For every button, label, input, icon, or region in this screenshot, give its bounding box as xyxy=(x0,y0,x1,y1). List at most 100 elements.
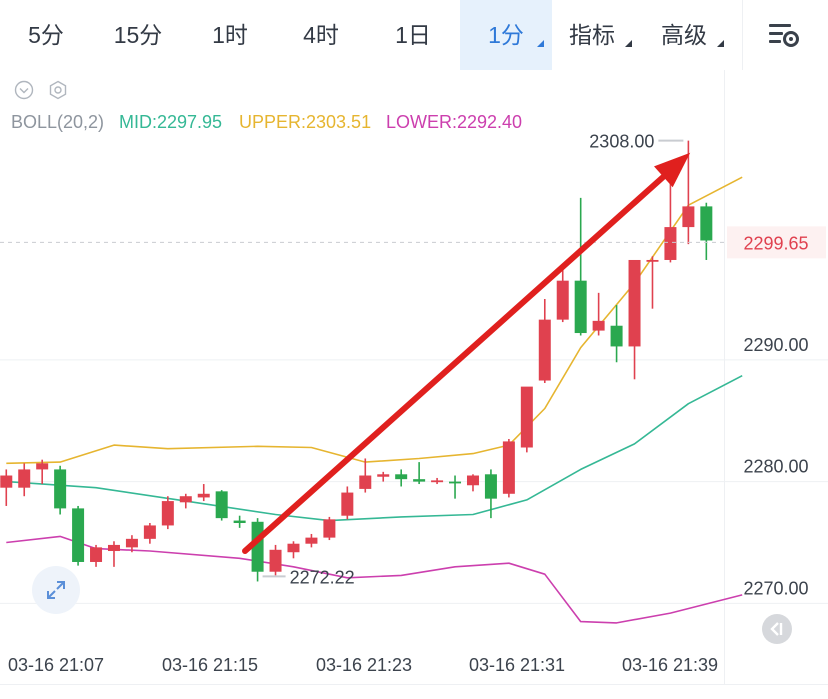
candle-body xyxy=(143,525,156,539)
candle xyxy=(556,264,569,323)
tab-label: 4时 xyxy=(303,22,339,48)
candle-body xyxy=(556,280,569,320)
tab-15min[interactable]: 15分 xyxy=(98,0,178,70)
tab-label: 15分 xyxy=(113,22,163,48)
double-chevron-left-icon xyxy=(770,622,783,636)
tab-label: 指标 xyxy=(569,22,615,48)
candle xyxy=(682,140,695,245)
candle-body xyxy=(431,480,444,483)
chevron-down-circle-icon xyxy=(14,80,34,100)
candle xyxy=(107,541,120,567)
candle xyxy=(413,462,426,485)
candle xyxy=(54,465,67,515)
tab-1day[interactable]: 1日 xyxy=(376,0,450,70)
scroll-to-start-button[interactable] xyxy=(762,614,792,644)
candle xyxy=(377,471,390,482)
tab-1min[interactable]: 1分 xyxy=(460,0,552,70)
candle xyxy=(502,438,515,498)
tab-1hour[interactable]: 1时 xyxy=(194,0,266,70)
timeframe-tabs: 5分 15分 1时 4时 1日 1分 指标 高级 xyxy=(0,0,828,70)
candle-body xyxy=(466,475,479,486)
chart-settings-button[interactable] xyxy=(742,0,828,70)
candle-body xyxy=(413,479,426,482)
indicator-settings-button[interactable] xyxy=(48,80,68,100)
candle-body xyxy=(664,227,677,260)
candle xyxy=(592,292,605,336)
tab-indicators[interactable]: 指标 xyxy=(556,0,638,70)
tab-advanced[interactable]: 高级 xyxy=(646,0,732,70)
candle xyxy=(197,484,210,502)
candle-body xyxy=(359,475,372,489)
candle-body xyxy=(449,481,462,484)
candle-body xyxy=(323,519,336,538)
candle xyxy=(72,505,85,566)
candle-body xyxy=(538,319,551,381)
tab-label: 1分 xyxy=(488,22,524,48)
candle xyxy=(269,544,282,576)
candle-body xyxy=(233,520,246,524)
hexagon-gear-icon xyxy=(49,80,67,100)
lower-value: LOWER:2292.40 xyxy=(386,112,523,132)
tab-label: 1时 xyxy=(212,22,248,48)
candle-body xyxy=(287,543,300,553)
tab-5min[interactable]: 5分 xyxy=(10,0,82,70)
candle-body xyxy=(502,441,515,494)
x-tick-label: 03-16 21:23 xyxy=(316,655,412,675)
candle-body xyxy=(341,492,354,516)
expand-chart-button[interactable] xyxy=(32,566,80,614)
candle-body xyxy=(125,538,138,548)
candle xyxy=(143,523,156,544)
candle-body xyxy=(197,493,210,498)
trend-arrow-head xyxy=(654,152,691,188)
sub-indicator-strip xyxy=(0,684,828,699)
collapse-indicator-button[interactable] xyxy=(14,80,34,100)
candle xyxy=(484,469,497,519)
expand-arrows-icon xyxy=(47,581,65,599)
max-price-label: 2308.00 xyxy=(589,132,654,152)
candle xyxy=(18,463,31,497)
candle-body xyxy=(36,463,49,470)
current-price-label-bg xyxy=(727,226,826,259)
candle xyxy=(36,459,49,485)
candle xyxy=(179,493,192,509)
candle-body xyxy=(520,386,533,448)
candle-body xyxy=(161,501,174,526)
current-price-label: 2299.65 xyxy=(743,233,808,253)
candle xyxy=(90,544,103,567)
candle-body xyxy=(700,206,713,241)
candle xyxy=(574,197,587,336)
candle xyxy=(700,202,713,260)
candle-body xyxy=(179,496,192,503)
candle-body xyxy=(90,547,103,562)
dropdown-triangle-icon xyxy=(625,40,632,47)
candle xyxy=(323,516,336,541)
tab-label: 5分 xyxy=(28,22,64,48)
candle xyxy=(449,475,462,499)
candle-body xyxy=(628,259,641,347)
candle xyxy=(233,515,246,528)
min-price-label: 2272.22 xyxy=(290,567,355,587)
candlestick-chart[interactable]: 2290.00 2280.00 2270.00 03-16 21:07 03-16 21… xyxy=(0,70,828,684)
candle-body xyxy=(269,549,282,572)
tab-label: 1日 xyxy=(395,22,431,48)
list-gear-icon xyxy=(769,24,799,47)
candle-body xyxy=(54,469,67,509)
candle-body xyxy=(0,475,13,488)
candle-body xyxy=(592,320,605,331)
candle-body xyxy=(484,474,497,499)
tab-4hour[interactable]: 4时 xyxy=(284,0,358,70)
candle-body xyxy=(305,537,318,544)
candle-body xyxy=(646,259,659,262)
y-tick-label: 2290.00 xyxy=(743,335,808,355)
upper-value: UPPER:2303.51 xyxy=(239,112,372,132)
candle xyxy=(395,469,408,487)
candle-body xyxy=(107,544,120,552)
candle-body xyxy=(377,474,390,477)
band-line-upper xyxy=(6,176,743,465)
x-tick-label: 03-16 21:39 xyxy=(622,655,718,675)
candle xyxy=(341,486,354,520)
x-tick-label: 03-16 21:07 xyxy=(8,655,104,675)
band-line-mid xyxy=(6,374,743,522)
dropdown-triangle-icon xyxy=(537,40,544,47)
candle-body xyxy=(18,469,31,488)
